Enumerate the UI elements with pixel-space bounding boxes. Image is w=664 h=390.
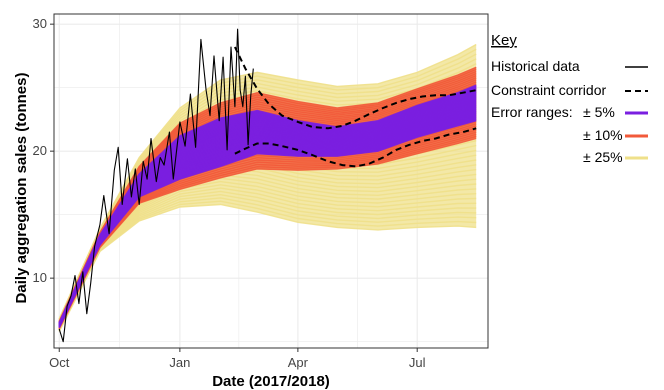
historical-series — [58, 28, 254, 343]
legend-label-5pct: ± 5% — [583, 104, 615, 120]
error-line-25pct — [58, 203, 477, 332]
legend-title: Key — [491, 32, 517, 49]
legend: Key Historical data Constraint corridor … — [491, 32, 648, 165]
y-tick-label: 20 — [33, 143, 47, 158]
x-tick-label: Jul — [409, 355, 426, 370]
y-tick-label: 30 — [33, 16, 47, 31]
y-axis: 10 20 30 — [33, 16, 54, 285]
y-axis-title: Daily aggregation sales (tonnes) — [13, 73, 30, 304]
y-tick-label: 10 — [33, 270, 47, 285]
error-line-25pct — [58, 177, 477, 330]
error-line-10pct — [58, 66, 477, 322]
corridor-upper-line — [234, 46, 477, 130]
corridor-lower-line — [234, 127, 477, 168]
legend-label-25pct: ± 25% — [583, 149, 623, 165]
error-line-25pct — [58, 193, 477, 331]
legend-label-10pct: ± 10% — [583, 127, 623, 143]
historical-line — [58, 28, 254, 343]
error-line-25pct — [58, 174, 477, 329]
x-axis: Oct Jan Apr Jul — [49, 348, 426, 370]
error-line-25pct — [58, 180, 477, 330]
error-line-25pct — [58, 53, 477, 320]
error-line-25pct — [58, 197, 477, 332]
x-tick-label: Jan — [169, 355, 190, 370]
error-line-25pct — [58, 48, 477, 320]
error-line-25pct — [58, 58, 477, 321]
error-line-25pct — [58, 184, 477, 330]
constraint-corridor — [234, 46, 477, 168]
x-axis-title: Date (2017/2018) — [212, 373, 330, 390]
legend-label-historical: Historical data — [491, 58, 580, 74]
error-line-25pct — [58, 190, 477, 331]
plot-frame — [53, 13, 489, 349]
x-tick-label: Oct — [49, 355, 70, 370]
x-tick-label: Apr — [288, 355, 309, 370]
error-line-25pct — [58, 200, 477, 332]
error-line-25pct — [58, 43, 477, 320]
error-line-25pct — [58, 187, 477, 331]
legend-label-corridor: Constraint corridor — [491, 82, 606, 98]
legend-label-error-ranges: Error ranges: — [491, 104, 573, 120]
